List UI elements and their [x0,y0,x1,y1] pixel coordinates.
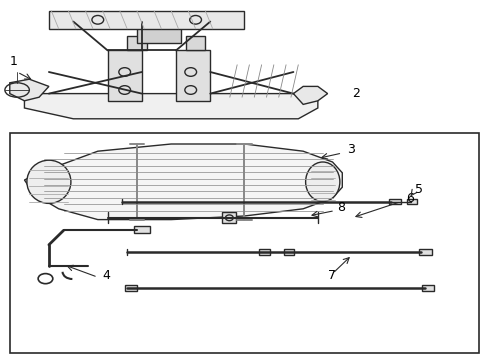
Bar [388,199,400,204]
Text: 4: 4 [102,269,110,282]
Text: 2: 2 [351,87,359,100]
Bar [176,50,210,101]
Text: 3: 3 [346,143,354,156]
Polygon shape [293,86,327,104]
Bar [407,199,416,204]
Bar [127,36,146,50]
Text: 5: 5 [414,183,422,195]
Bar [259,249,269,255]
Text: 7: 7 [327,269,335,282]
Bar [185,36,205,50]
Polygon shape [49,11,244,29]
Text: 1: 1 [10,55,18,68]
Bar [421,285,433,291]
Bar [10,133,478,353]
Bar [222,212,236,223]
Bar [137,22,181,43]
Bar [134,226,150,233]
Bar [418,249,431,255]
Text: 6: 6 [405,192,413,204]
Ellipse shape [27,160,71,203]
Polygon shape [24,144,342,220]
Bar [283,249,294,255]
Ellipse shape [305,162,339,202]
Bar [124,285,137,291]
Text: 8: 8 [337,201,345,213]
Polygon shape [10,79,49,101]
Bar [107,50,142,101]
Polygon shape [24,94,317,119]
